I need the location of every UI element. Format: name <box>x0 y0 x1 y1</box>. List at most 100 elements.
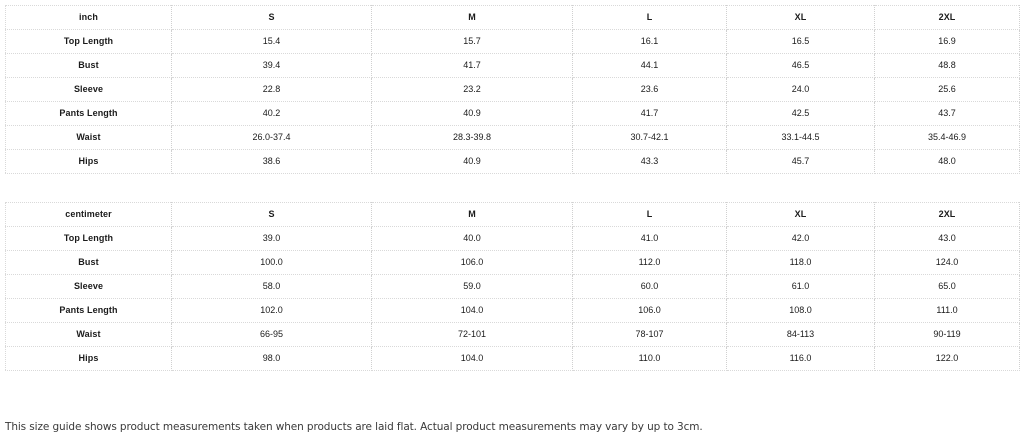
cell-value: 41.7 <box>572 101 727 126</box>
row-label-sleeve: Sleeve <box>5 274 172 299</box>
cell-value: 45.7 <box>726 149 875 174</box>
unit-label-inch: inch <box>5 5 172 30</box>
size-header-xl: XL <box>726 202 875 227</box>
cell-value: 42.0 <box>726 226 875 251</box>
size-header-l: L <box>572 202 727 227</box>
cell-value: 15.4 <box>171 29 372 54</box>
cell-value: 122.0 <box>874 346 1020 371</box>
table-row: Waist 66-95 72-101 78-107 84-113 90-119 <box>5 322 1020 347</box>
row-label-sleeve: Sleeve <box>5 77 172 102</box>
cell-value: 16.5 <box>726 29 875 54</box>
table-row: Hips 38.6 40.9 43.3 45.7 48.0 <box>5 149 1020 174</box>
cell-value: 112.0 <box>572 250 727 275</box>
row-label-top-length: Top Length <box>5 29 172 54</box>
table-header-row: centimeter S M L XL 2XL <box>5 202 1020 227</box>
table-row: Hips 98.0 104.0 110.0 116.0 122.0 <box>5 346 1020 371</box>
row-label-pants-length: Pants Length <box>5 298 172 323</box>
size-table-centimeter: centimeter S M L XL 2XL Top Length 39.0 … <box>5 202 1020 371</box>
size-header-2xl: 2XL <box>874 202 1020 227</box>
cell-value: 59.0 <box>371 274 573 299</box>
cell-value: 78-107 <box>572 322 727 347</box>
row-label-hips: Hips <box>5 149 172 174</box>
cell-value: 65.0 <box>874 274 1020 299</box>
cell-value: 111.0 <box>874 298 1020 323</box>
cell-value: 25.6 <box>874 77 1020 102</box>
cell-value: 104.0 <box>371 298 573 323</box>
row-label-hips: Hips <box>5 346 172 371</box>
cell-value: 106.0 <box>371 250 573 275</box>
cell-value: 38.6 <box>171 149 372 174</box>
cell-value: 24.0 <box>726 77 875 102</box>
cell-value: 58.0 <box>171 274 372 299</box>
table-row: Sleeve 58.0 59.0 60.0 61.0 65.0 <box>5 274 1020 299</box>
cell-value: 33.1-44.5 <box>726 125 875 150</box>
table-row: Waist 26.0-37.4 28.3-39.8 30.7-42.1 33.1… <box>5 125 1020 150</box>
cell-value: 98.0 <box>171 346 372 371</box>
size-header-m: M <box>371 5 573 30</box>
cell-value: 116.0 <box>726 346 875 371</box>
row-label-waist: Waist <box>5 322 172 347</box>
row-label-waist: Waist <box>5 125 172 150</box>
row-label-bust: Bust <box>5 250 172 275</box>
table-header-row: inch S M L XL 2XL <box>5 5 1020 30</box>
cell-value: 42.5 <box>726 101 875 126</box>
cell-value: 35.4-46.9 <box>874 125 1020 150</box>
cell-value: 118.0 <box>726 250 875 275</box>
size-table-centimeter-container: centimeter S M L XL 2XL Top Length 39.0 … <box>5 202 1020 371</box>
cell-value: 39.0 <box>171 226 372 251</box>
size-header-2xl: 2XL <box>874 5 1020 30</box>
cell-value: 43.0 <box>874 226 1020 251</box>
table-row: Pants Length 40.2 40.9 41.7 42.5 43.7 <box>5 101 1020 126</box>
size-table-inch-container: inch S M L XL 2XL Top Length 15.4 15.7 1… <box>5 5 1020 174</box>
cell-value: 40.9 <box>371 101 573 126</box>
cell-value: 66-95 <box>171 322 372 347</box>
row-label-top-length: Top Length <box>5 226 172 251</box>
row-label-pants-length: Pants Length <box>5 101 172 126</box>
row-label-bust: Bust <box>5 53 172 78</box>
cell-value: 41.7 <box>371 53 573 78</box>
cell-value: 46.5 <box>726 53 875 78</box>
table-row: Bust 39.4 41.7 44.1 46.5 48.8 <box>5 53 1020 78</box>
table-row: Sleeve 22.8 23.2 23.6 24.0 25.6 <box>5 77 1020 102</box>
cell-value: 40.9 <box>371 149 573 174</box>
cell-value: 124.0 <box>874 250 1020 275</box>
table-row: Pants Length 102.0 104.0 106.0 108.0 111… <box>5 298 1020 323</box>
size-guide-footnote: This size guide shows product measuremen… <box>5 421 703 433</box>
cell-value: 84-113 <box>726 322 875 347</box>
cell-value: 102.0 <box>171 298 372 323</box>
unit-label-centimeter: centimeter <box>5 202 172 227</box>
cell-value: 23.6 <box>572 77 727 102</box>
cell-value: 100.0 <box>171 250 372 275</box>
cell-value: 23.2 <box>371 77 573 102</box>
cell-value: 26.0-37.4 <box>171 125 372 150</box>
cell-value: 40.0 <box>371 226 573 251</box>
table-row: Top Length 15.4 15.7 16.1 16.5 16.9 <box>5 29 1020 54</box>
cell-value: 22.8 <box>171 77 372 102</box>
cell-value: 90-119 <box>874 322 1020 347</box>
size-header-s: S <box>171 5 372 30</box>
cell-value: 110.0 <box>572 346 727 371</box>
cell-value: 106.0 <box>572 298 727 323</box>
cell-value: 43.7 <box>874 101 1020 126</box>
cell-value: 16.9 <box>874 29 1020 54</box>
cell-value: 44.1 <box>572 53 727 78</box>
size-header-l: L <box>572 5 727 30</box>
cell-value: 28.3-39.8 <box>371 125 573 150</box>
cell-value: 108.0 <box>726 298 875 323</box>
cell-value: 48.8 <box>874 53 1020 78</box>
cell-value: 15.7 <box>371 29 573 54</box>
size-header-m: M <box>371 202 573 227</box>
size-table-inch: inch S M L XL 2XL Top Length 15.4 15.7 1… <box>5 5 1020 174</box>
cell-value: 48.0 <box>874 149 1020 174</box>
cell-value: 41.0 <box>572 226 727 251</box>
table-row: Bust 100.0 106.0 112.0 118.0 124.0 <box>5 250 1020 275</box>
cell-value: 40.2 <box>171 101 372 126</box>
size-header-s: S <box>171 202 372 227</box>
cell-value: 60.0 <box>572 274 727 299</box>
cell-value: 39.4 <box>171 53 372 78</box>
size-header-xl: XL <box>726 5 875 30</box>
table-row: Top Length 39.0 40.0 41.0 42.0 43.0 <box>5 226 1020 251</box>
cell-value: 104.0 <box>371 346 573 371</box>
cell-value: 61.0 <box>726 274 875 299</box>
cell-value: 72-101 <box>371 322 573 347</box>
